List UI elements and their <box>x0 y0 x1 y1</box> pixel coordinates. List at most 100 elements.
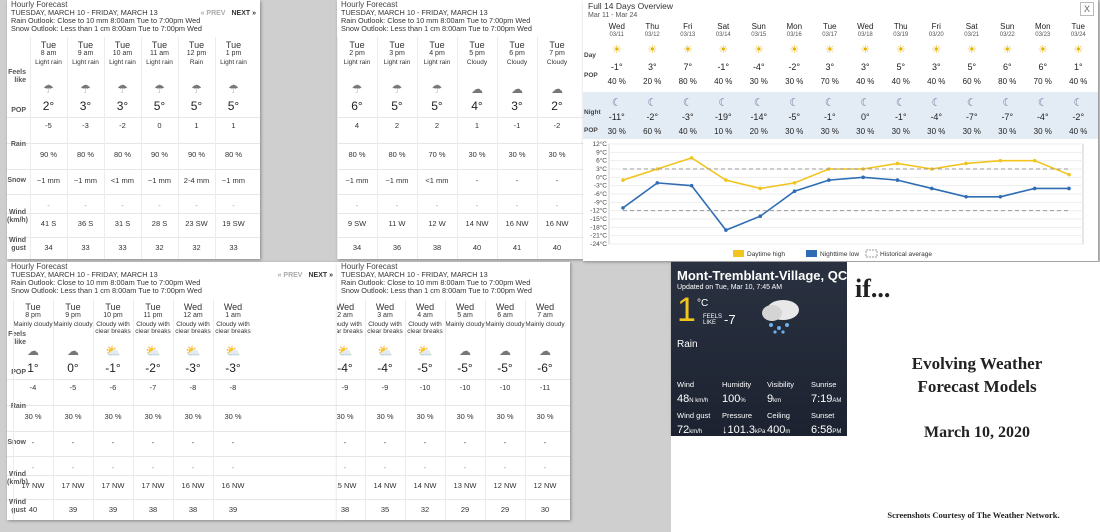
day-name: Fri <box>683 22 693 31</box>
hour-wind: 23 SW <box>185 219 208 228</box>
hour-rain: - <box>503 438 507 447</box>
hour-day: Tue <box>225 40 242 50</box>
hour-day: Tue <box>65 302 81 312</box>
night-pop: 40 % <box>1069 127 1088 136</box>
hour-feels: -9 <box>381 383 389 392</box>
hour-snow: - <box>191 463 195 472</box>
legend-label: Historical average <box>880 251 932 258</box>
day-high: -1° <box>717 62 730 72</box>
updated-time: Updated on Tue, Mar 10, 7:45 AM <box>677 284 783 291</box>
rain-icon: ☂ <box>191 82 202 96</box>
hour-condition: Mainly cloudy <box>53 321 93 328</box>
data-point <box>655 167 660 171</box>
row-label-row_wind: Wind (km/h) <box>7 471 28 486</box>
row-divider <box>7 431 337 432</box>
hour-wind: 12 W <box>428 219 446 228</box>
moon-icon: ☾ <box>824 97 835 109</box>
hour-condition: Mainly cloudy <box>445 321 485 328</box>
day-name: Wed <box>857 22 874 31</box>
data-point <box>689 183 694 188</box>
data-point <box>998 194 1003 199</box>
data-point <box>792 189 797 194</box>
day-date: 03/18 <box>857 32 873 38</box>
close-button[interactable]: X <box>1080 2 1094 16</box>
moon-icon: ☾ <box>718 97 729 109</box>
hourly-dates: TUESDAY, MARCH 10 - FRIDAY, MARCH 13 <box>341 270 488 279</box>
day-pop: 40 % <box>927 77 946 86</box>
y-tick-label: 6°C <box>596 157 607 165</box>
legend-label: Daytime high <box>747 251 785 258</box>
credit-text: Screenshots Courtesy of The Weather Netw… <box>887 510 1060 520</box>
day-high: 7° <box>683 62 693 72</box>
hour-snow: - <box>232 201 235 210</box>
data-point <box>964 161 968 166</box>
hour-feels: -4 <box>29 383 37 392</box>
hour-condition: Light rain <box>146 59 173 66</box>
row-divider <box>7 379 337 380</box>
hour-day: Wed <box>535 302 555 312</box>
hour-wind: 14 NW <box>413 481 437 490</box>
hour-rain: ~1 mm <box>147 176 172 185</box>
stat-value: 7:19 <box>811 393 833 405</box>
y-tick-label: 3°C <box>596 165 607 173</box>
col-divider <box>173 299 174 520</box>
hour-gust: 40 <box>28 505 38 514</box>
hour-time: 5 pm <box>469 50 485 57</box>
hour-day: Tue <box>151 40 168 50</box>
current-conditions-panel: Mont-Tremblant-Village, QC Updated on Tu… <box>671 262 847 436</box>
hourly-header: Hourly Forecast TUESDAY, MARCH 10 - FRID… <box>7 0 260 37</box>
hourly-panel-c: Hourly Forecast TUESDAY, MARCH 10 - FRID… <box>7 262 337 520</box>
hour-time: 7 am <box>537 312 553 319</box>
y-tick-label: -9°C <box>594 198 607 206</box>
data-point <box>758 186 763 191</box>
col-divider <box>445 299 446 520</box>
hour-day: Tue <box>77 40 94 50</box>
row-divider <box>337 456 570 457</box>
legend-swatch <box>865 249 878 258</box>
stat-label: Visibility <box>767 380 794 389</box>
col-divider <box>30 37 31 259</box>
hour-condition: Cloudy <box>466 59 488 66</box>
hour-day: Tue <box>40 40 57 50</box>
stat-label: Sunrise <box>811 380 837 389</box>
moon-icon: ☾ <box>860 97 871 109</box>
hour-wind: 19 SW <box>222 219 245 228</box>
hour-feels: -9 <box>341 383 349 392</box>
sun-icon: ☀ <box>753 44 764 56</box>
day-name: Tue <box>823 22 837 31</box>
hour-temp: 3° <box>511 99 523 113</box>
next-button[interactable]: NEXT » <box>231 10 256 17</box>
hour-wind: 11 W <box>388 219 406 228</box>
cloudy-icon: ☁ <box>511 82 523 96</box>
col-divider <box>377 37 378 259</box>
prev-button[interactable]: « PREV <box>200 10 226 17</box>
moon-icon: ☾ <box>682 97 693 109</box>
rain-outlook: Rain Outlook: Close to 10 mm 8:00am Tue … <box>11 16 201 25</box>
hour-rain: - <box>343 438 347 447</box>
hour-snow: - <box>158 201 161 210</box>
night-pop: 30 % <box>856 127 875 136</box>
prev-button[interactable]: « PREV <box>277 272 303 279</box>
clear-breaks-icon: ⛅ <box>145 344 161 358</box>
hour-wind: 16 NW <box>545 219 569 228</box>
hour-rain: - <box>515 176 519 185</box>
moon-icon: ☾ <box>789 97 800 109</box>
hourly-title: Hourly Forecast <box>341 262 398 271</box>
col-divider <box>133 299 134 520</box>
series-line-1 <box>622 176 1069 232</box>
stat-sunset: Sunset 6:58PM <box>811 411 841 436</box>
next-button[interactable]: NEXT » <box>308 272 333 279</box>
hour-pop: 30 % <box>24 412 42 421</box>
hour-pop: 80 % <box>348 150 366 159</box>
caption-filler <box>671 436 847 532</box>
hour-wind: 16 NW <box>181 481 205 490</box>
hour-snow: - <box>151 463 155 472</box>
hour-time: 8 pm <box>25 312 41 319</box>
day-date: 03/22 <box>999 32 1015 38</box>
day-name: Fri <box>931 22 941 31</box>
pager: « PREV NEXT » <box>278 272 333 280</box>
day-high: -4° <box>752 62 765 72</box>
night-low: -11° <box>608 112 625 122</box>
location-title: Mont-Tremblant-Village, QC <box>677 268 847 283</box>
row-divider <box>7 213 260 214</box>
